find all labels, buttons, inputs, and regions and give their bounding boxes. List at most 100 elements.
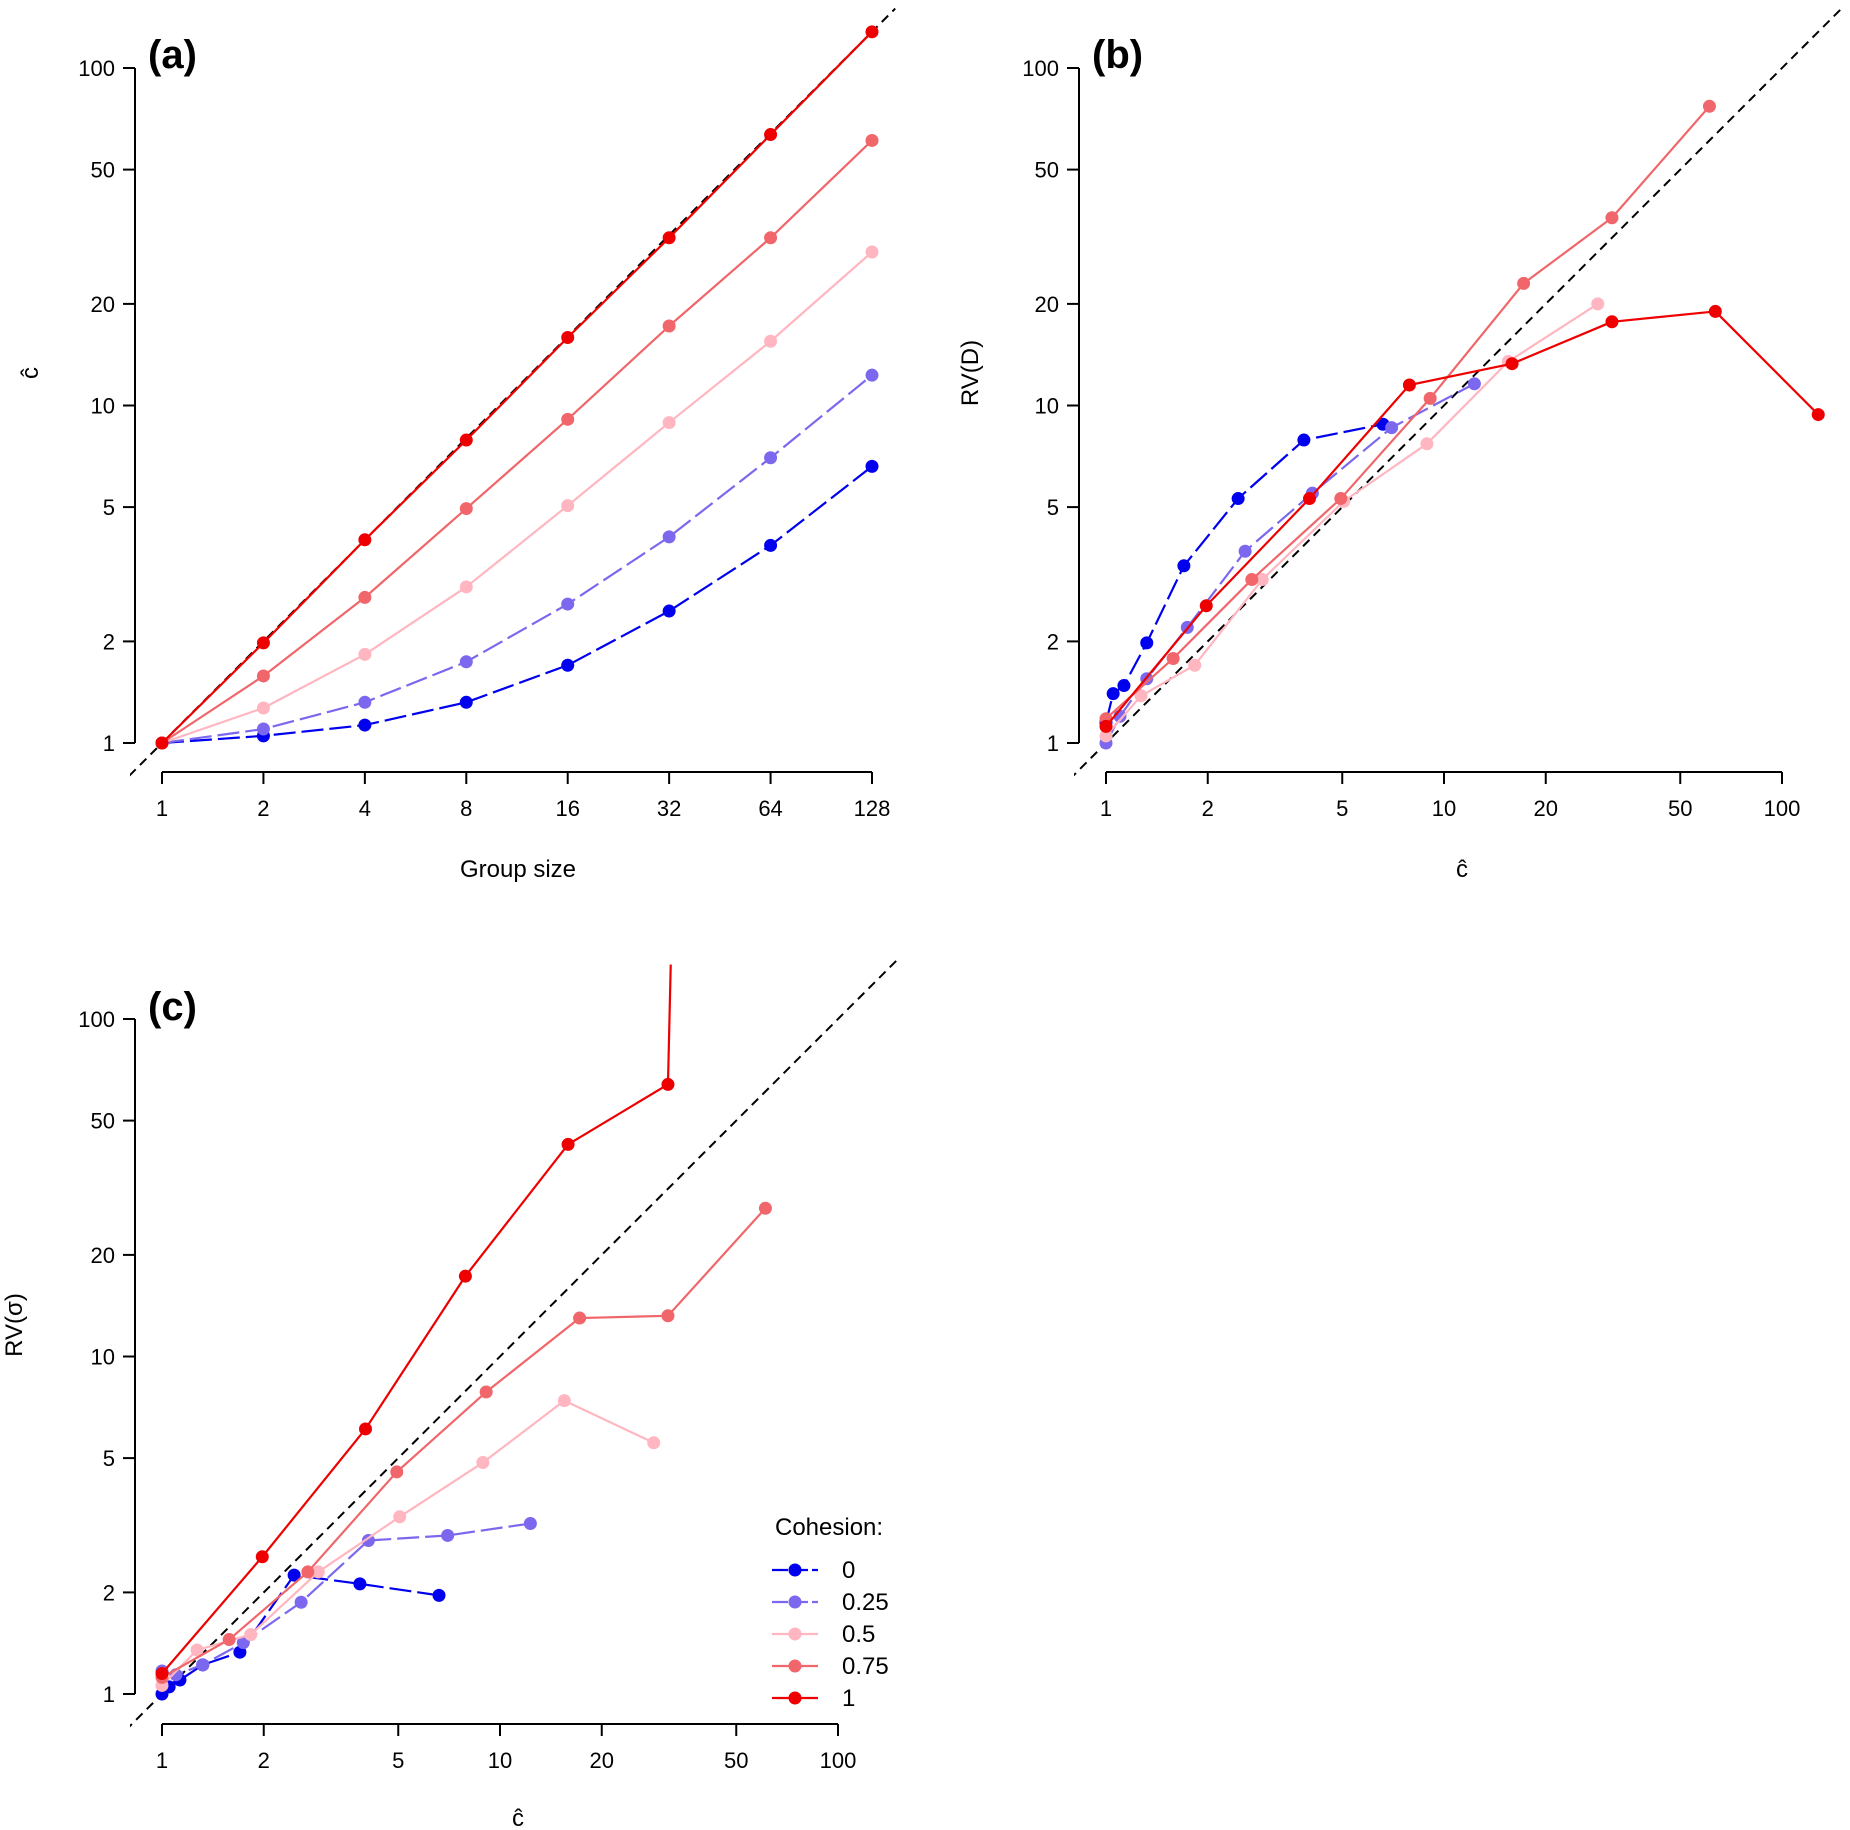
data-point [459,580,473,594]
legend-entry: 0.5 [772,1621,875,1648]
data-point [561,331,575,345]
data-point [1199,599,1213,613]
data-point [1166,651,1180,665]
data-point [764,538,778,552]
y-tick-label: 1 [103,1682,115,1707]
legend-entry: 0.75 [772,1653,889,1680]
y-tick-label: 100 [1022,56,1059,81]
legend-marker [788,1691,802,1705]
data-point [1517,276,1531,290]
y-tick-label: 100 [78,1007,115,1032]
data-point [661,1309,675,1323]
data-point [1708,304,1722,318]
y-tick-label: 5 [1047,495,1059,520]
data-point [561,658,575,672]
panel-b-xlabel: ĉ [1456,856,1468,883]
x-tick-label: 10 [488,1748,512,1773]
data-point [359,1422,372,1436]
x-tick-label: 10 [1432,796,1456,821]
data-point [1117,679,1131,693]
data-point [1177,559,1191,573]
x-tick-label: 100 [820,1748,857,1773]
reference-diagonal-line [130,958,899,1728]
series-line [161,374,873,745]
series-line [1105,310,1820,728]
data-point [561,597,575,611]
x-tick-label: 50 [1668,796,1692,821]
y-tick-label: 100 [78,56,115,81]
y-tick-label: 50 [91,158,115,183]
panel-a-label: (a) [148,33,197,77]
data-point [1334,492,1348,506]
data-point [1605,211,1619,225]
data-point [647,1436,661,1450]
x-tick-label: 8 [460,796,472,821]
series-line [1105,105,1711,720]
x-tick-label: 128 [854,796,891,821]
y-tick-label: 1 [103,731,115,756]
panel-a: 1 2 4 8 16 32 64 128 1 2 5 10 20 50 100 (a) Group size… [17,7,896,883]
data-point [865,368,879,382]
data-point [1099,719,1113,733]
data-point [311,1565,325,1579]
x-tick-label: 5 [392,1748,404,1773]
series-cohesion-1 [155,964,675,1681]
y-tick-label: 10 [1035,394,1059,419]
data-point [1303,492,1316,506]
data-point [865,25,879,39]
legend-entry: 0.25 [772,1589,889,1616]
data-point [459,655,473,669]
panel-b-axes: 1 2 5 10 20 50 100 1 2 5 10 20 50 100 [1022,56,1800,821]
data-point [358,590,372,604]
data-point [358,695,372,709]
data-point [561,412,575,426]
panel-c-series [155,964,772,1701]
series-cohesion-1 [155,25,879,750]
data-point [196,1658,210,1672]
x-tick-label: 50 [724,1748,748,1773]
series-line [161,251,873,745]
data-point [662,604,676,618]
series-line [161,1399,655,1687]
y-tick-label: 20 [91,292,115,317]
series-line [1105,302,1599,737]
x-tick-label: 2 [1202,796,1214,821]
data-point [458,1269,472,1283]
data-point [358,718,372,732]
data-point [358,647,372,661]
x-tick-label: 20 [590,1748,614,1773]
panel-a-ylabel: ĉ [17,367,44,379]
data-point [459,433,473,447]
data-point [662,416,676,430]
y-tick-label: 5 [103,495,115,520]
panel-b-label: (b) [1092,33,1143,77]
data-point [190,1643,204,1657]
x-tick-label: 16 [555,796,579,821]
data-point [294,1595,308,1609]
data-point [523,1517,537,1531]
data-point [1099,729,1113,743]
series-line [161,1207,767,1679]
legend-entry: 0 [772,1557,855,1584]
data-point [1106,687,1120,701]
data-point [301,1565,315,1579]
y-tick-label: 20 [91,1243,115,1268]
data-point [1140,636,1154,650]
series-line [161,139,873,744]
x-tick-label: 20 [1534,796,1558,821]
legend-label: 1 [842,1685,855,1712]
data-point [1420,437,1434,451]
data-point [361,1533,375,1547]
data-point [287,1568,301,1582]
data-point [865,459,879,473]
panel-a-axes: 1 2 4 8 16 32 64 128 1 2 5 10 20 50 100 [78,56,890,821]
data-point [1591,297,1605,311]
panel-b-ylabel: RV(D) [957,340,984,406]
panel-a-series [155,25,879,750]
data-point [155,736,169,750]
data-point [764,334,778,348]
legend: Cohesion: 0 0.25 0.5 0.75 1 [772,1514,889,1712]
y-tick-label: 10 [91,1345,115,1370]
